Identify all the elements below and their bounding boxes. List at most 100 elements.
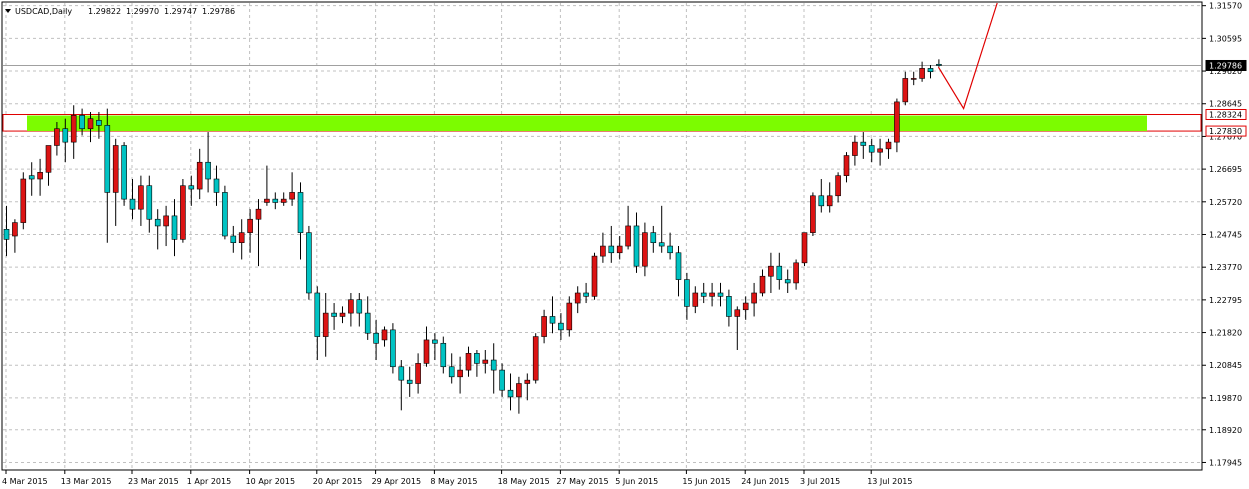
time-axis: 4 Mar 2015 13 Mar 2015 23 Mar 2015 1 Apr 20…: [2, 470, 912, 486]
candle-body: [154, 218, 161, 227]
candle-body: [465, 353, 472, 371]
header-low: 1.29747: [164, 7, 197, 16]
y-tick-label: 1.21820: [1209, 329, 1242, 338]
candle-body: [213, 178, 220, 193]
candle-body: [238, 232, 245, 244]
current-price-tag-label: 1.29786: [1209, 61, 1242, 70]
candle-body: [650, 232, 657, 244]
candle-body: [415, 363, 421, 384]
candle-body: [196, 161, 203, 190]
candle-body: [28, 175, 35, 180]
y-tick-label: 1.22795: [1209, 296, 1242, 305]
zone-upper-tag-bg: [1205, 109, 1247, 121]
candle-body: [381, 329, 388, 341]
candle-body: [79, 115, 85, 130]
candle-body: [348, 299, 354, 314]
zone-fill: [27, 115, 1147, 132]
candle-body: [675, 252, 682, 280]
candle-body: [826, 195, 833, 207]
candle-body: [608, 245, 615, 254]
candle-body: [667, 245, 673, 254]
candle-body: [658, 242, 665, 247]
y-tick-label: 1.17945: [1209, 458, 1242, 467]
candle-body: [801, 232, 808, 264]
y-tick-label: 1.26695: [1209, 165, 1242, 174]
candle-body: [818, 195, 825, 207]
x-tick-label: 20 Apr 2015: [313, 477, 362, 486]
candle-body: [936, 63, 942, 66]
header-open: 1.29822: [88, 7, 121, 16]
candle-body: [432, 339, 438, 344]
x-tick-label: 29 Apr 2015: [372, 477, 421, 486]
x-tick-label: 23 Mar 2015: [128, 477, 179, 486]
candle-body: [247, 218, 253, 233]
y-tick-label: 1.28645: [1209, 100, 1242, 109]
candle-body: [255, 208, 262, 220]
x-tick-label: 27 May 2015: [556, 477, 608, 486]
y-tick-label: 1.20845: [1209, 361, 1242, 370]
candle-body: [37, 172, 43, 180]
x-tick-label: 4 Mar 2015: [2, 477, 48, 486]
x-tick-label: 10 Apr 2015: [246, 477, 295, 486]
chart-header: USDCAD,Daily 1.29822 1.29970 1.29747 1.2…: [5, 7, 235, 16]
candle-body: [54, 128, 60, 146]
triangle-down-icon[interactable]: [5, 9, 11, 13]
header-symbol: USDCAD,Daily: [15, 7, 72, 16]
candle-body: [583, 292, 589, 297]
x-tick-label: 5 Jun 2015: [615, 477, 658, 486]
zone-upper-tag-label: 1.28324: [1209, 111, 1242, 120]
candle-body: [87, 118, 94, 130]
candle-body: [692, 292, 699, 307]
candle-body: [272, 198, 279, 203]
candle-body: [524, 379, 531, 384]
support-zone: [2, 114, 1202, 132]
candle-body: [364, 312, 371, 334]
candle-body: [188, 185, 195, 190]
x-tick-label: 18 May 2015: [498, 477, 550, 486]
candle-body: [793, 262, 799, 284]
y-tick-label: 1.27670: [1209, 132, 1242, 141]
candle-body: [768, 265, 774, 277]
candle-body: [726, 296, 732, 317]
candle-body: [163, 215, 169, 227]
candle-body: [112, 145, 119, 193]
candle-body: [558, 322, 564, 331]
candle-body: [919, 68, 925, 79]
candle-body: [633, 225, 640, 267]
y-tick-label: 1.31570: [1209, 2, 1242, 11]
candle-body: [894, 101, 900, 143]
candle-body: [566, 302, 573, 331]
candle-body: [398, 366, 405, 381]
candle-body: [180, 185, 186, 240]
candle-body: [12, 222, 18, 237]
candle-body: [541, 316, 547, 337]
candle-body: [759, 275, 766, 294]
candle-body: [717, 292, 724, 297]
candle-body: [490, 359, 497, 371]
y-tick-label: 1.29620: [1209, 67, 1242, 76]
zone-lower-tag-bg: [1205, 125, 1247, 137]
x-tick-label: 15 Jun 2015: [682, 477, 730, 486]
candle-body: [616, 245, 623, 254]
candle-body: [129, 198, 136, 210]
candle-body: [138, 185, 144, 210]
candle-body: [448, 366, 455, 378]
candle-body: [121, 145, 127, 200]
candle-body: [642, 232, 648, 267]
candle-body: [339, 312, 346, 317]
candle-body: [684, 279, 690, 307]
candle-body: [549, 316, 556, 324]
chart-grid: [3, 3, 1201, 469]
candle-body: [700, 292, 707, 297]
candle-body: [927, 68, 934, 73]
candle-body: [709, 292, 715, 297]
candle-body: [625, 225, 631, 247]
y-tick-label: 1.30595: [1209, 34, 1242, 43]
candle-body: [264, 198, 270, 203]
candle-body: [356, 299, 363, 314]
candle-body: [373, 332, 379, 344]
current-price-tag-bg: [1205, 59, 1247, 71]
candle-body: [516, 383, 522, 398]
